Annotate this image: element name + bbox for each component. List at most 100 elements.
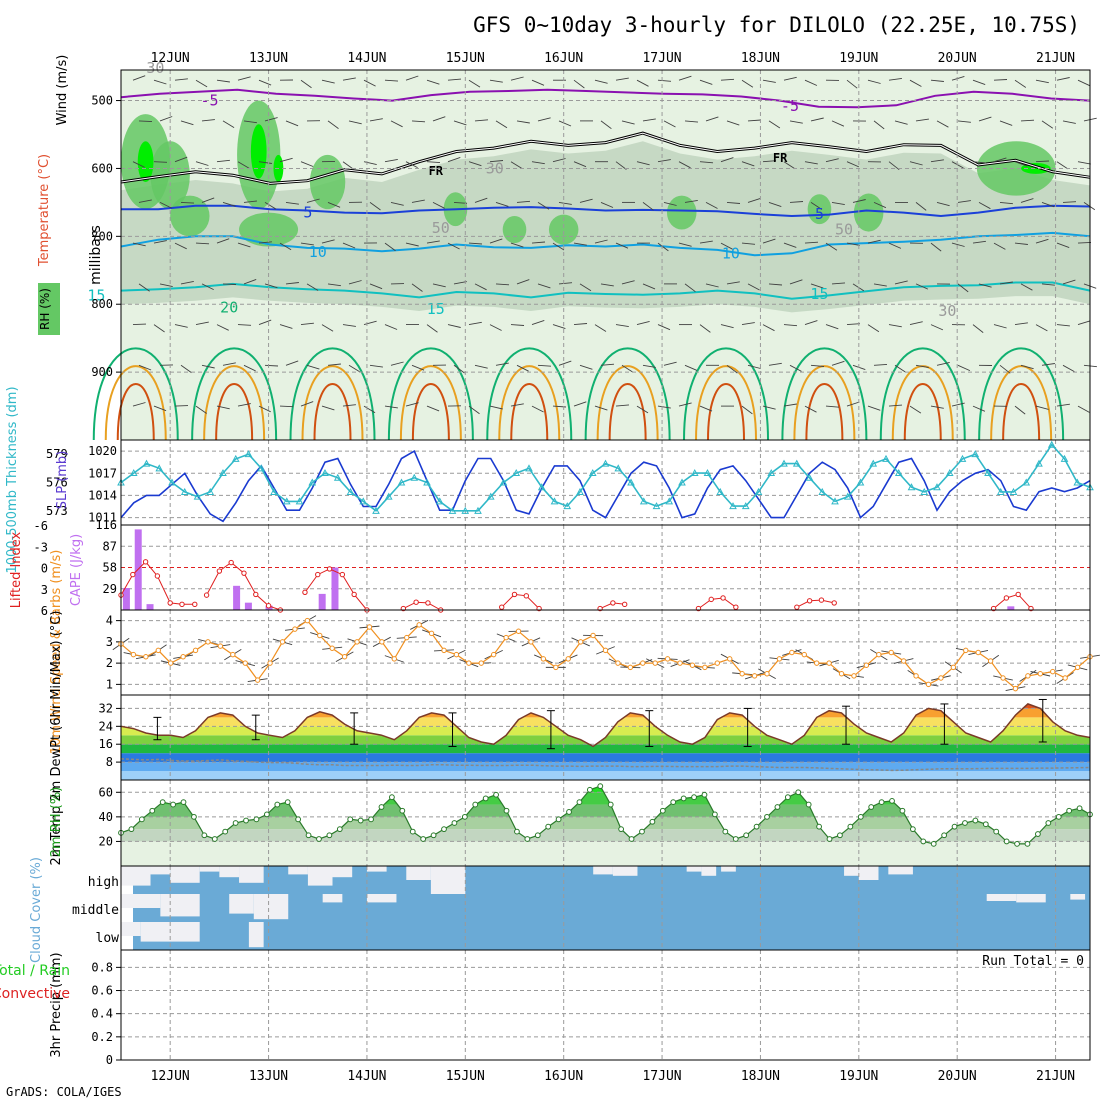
lifted-index-point [806, 598, 813, 604]
wind-barb [915, 202, 927, 211]
rh-saturated-patch [137, 141, 154, 183]
cape-bar [244, 602, 252, 610]
lifted-index-point [523, 593, 530, 599]
wind-barb [327, 201, 341, 208]
chart-title: GFS 0~10day 3-hourly for DILOLO (22.25E,… [473, 13, 1080, 37]
wind-barb [930, 242, 942, 252]
wind-barb [405, 402, 419, 407]
rh-point [868, 804, 875, 810]
wind-barb [1020, 364, 1034, 370]
wind-barb [909, 79, 922, 87]
wind-barb [741, 242, 756, 245]
wind-barb [411, 364, 425, 371]
wind-speed-point [217, 643, 224, 649]
wind-speed-point [627, 664, 634, 671]
thickness-point [346, 487, 355, 495]
rh-point [336, 826, 343, 833]
wind-speed-point [416, 622, 422, 628]
wind-barb [804, 161, 818, 165]
contour-label: -5 [781, 97, 799, 115]
wind-barb [180, 201, 195, 204]
rh-color-bands [121, 786, 1090, 866]
wind-barb [489, 79, 503, 83]
wind-barb [300, 79, 312, 89]
wind-barb [747, 364, 761, 369]
wind-barb [201, 364, 215, 369]
wind-barb [306, 198, 320, 203]
wind-barb [600, 283, 614, 287]
wind-speed-point [205, 639, 211, 645]
rh-point [701, 791, 708, 798]
wind-barb [999, 201, 1013, 205]
cloud-gap-high [406, 866, 431, 880]
contour-label: 10 [722, 244, 740, 262]
wind-speed-point [913, 673, 919, 679]
warm-contour [903, 383, 942, 441]
freezing-level-inner [120, 132, 1091, 184]
rh-point [1003, 838, 1010, 845]
pressure-axis-label: millibars [88, 225, 104, 285]
wind-barb [573, 161, 587, 168]
wind-barb [1077, 320, 1091, 326]
wind-speed-point [925, 681, 932, 688]
rh-point [649, 818, 656, 825]
cape-tick-label: 58 [103, 561, 117, 575]
wind-barb [516, 279, 530, 285]
wind-barb [279, 405, 294, 408]
rh-band [121, 829, 1090, 842]
warm-contour [498, 365, 561, 441]
wind-speed-point [863, 662, 870, 668]
cloud-gap-high [239, 866, 264, 883]
wind-barb [237, 324, 252, 326]
wind-barb [810, 283, 824, 289]
wind-barb [768, 120, 781, 129]
rh-point [493, 791, 499, 798]
thickness-point [372, 506, 380, 514]
wind-speed-point [292, 626, 298, 632]
cloud-axis-label: Cloud Cover (%) [29, 857, 44, 963]
wind-barb [972, 161, 986, 164]
wind-barb [195, 79, 208, 88]
precip-frame [120, 949, 1091, 1061]
wind-barb [705, 283, 719, 288]
rh-point [316, 836, 322, 842]
rh-point [191, 813, 197, 820]
warm-contour [978, 347, 1065, 441]
wind-barb [684, 364, 698, 371]
thickness-point [168, 478, 176, 486]
wind-speed-point [254, 677, 261, 683]
wind-barb [258, 241, 272, 244]
cloud-gap-high [307, 866, 333, 886]
cape-bar [318, 593, 326, 610]
wind-barb [720, 157, 734, 163]
wind-barb [936, 361, 950, 366]
contour-label: -5 [201, 92, 219, 110]
wind-speed-line [120, 619, 1091, 690]
wind-tick-label: 3 [106, 635, 113, 649]
wind-barb [132, 161, 145, 168]
wind-barb [684, 199, 698, 203]
wind-barb [804, 320, 818, 326]
cloud-level-label: high [88, 875, 119, 890]
thickness-point [754, 487, 763, 495]
wind-barb [579, 283, 592, 292]
wind-speed-point [640, 660, 646, 666]
thickness-point [703, 469, 712, 477]
cloud-gap-high [612, 866, 638, 876]
wind-barb [768, 283, 783, 286]
wind-barb [768, 362, 782, 366]
rh-point [399, 807, 406, 814]
cape-bar [233, 585, 241, 610]
wind-speed-point [143, 654, 149, 660]
lifted-index-point [610, 600, 616, 606]
wind-barb [369, 202, 381, 211]
rh-point [472, 801, 479, 808]
rh-legend-swatch [38, 283, 60, 335]
wind-barb [873, 120, 885, 130]
cape-tick-label: 87 [103, 539, 117, 553]
contour-label: 10 [309, 243, 327, 261]
warm-contour [596, 365, 659, 441]
wind-barb [699, 324, 711, 333]
wind-barb [867, 324, 880, 333]
wind-barb [615, 77, 629, 81]
